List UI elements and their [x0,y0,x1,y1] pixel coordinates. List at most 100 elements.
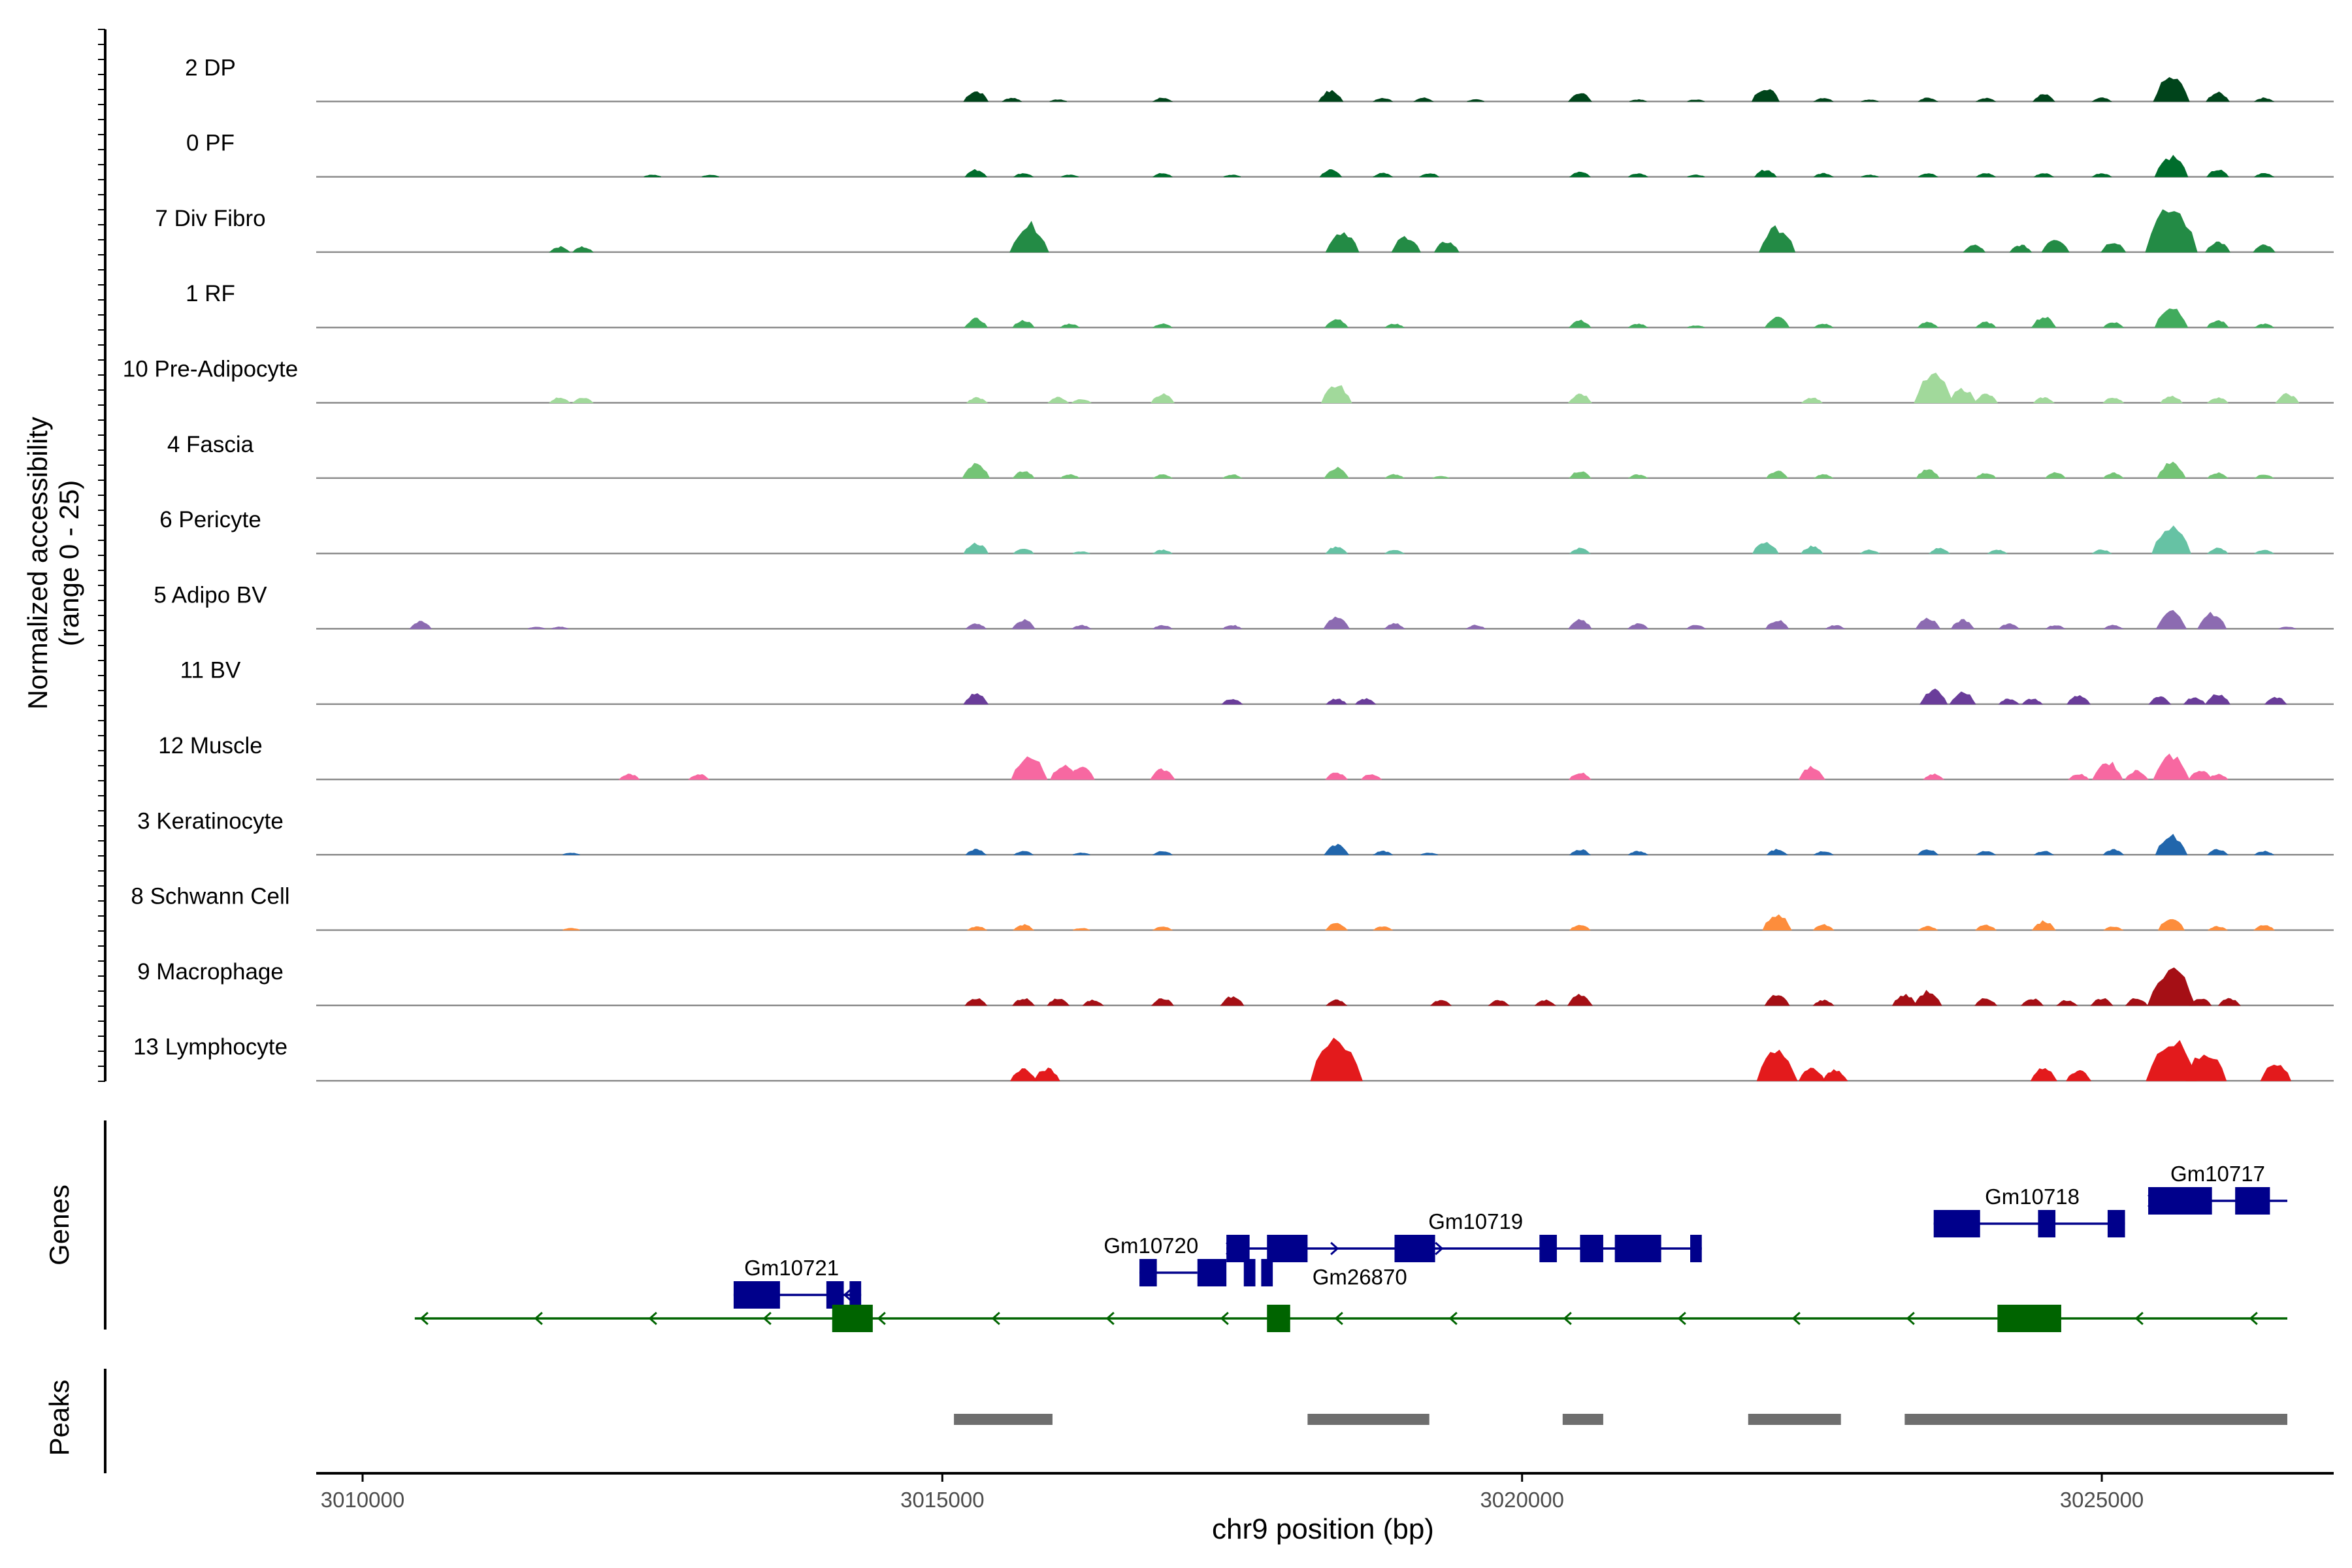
coverage-peak [1373,926,1394,931]
coverage-peak [1059,474,1081,479]
track-12-muscle: 12 Muscle [158,733,2334,781]
coverage-peak [409,621,433,629]
coverage-peak [527,627,546,629]
coverage-peak [2044,472,2066,479]
track-11-bv: 11 BV [180,658,2334,705]
coverage-peak [1813,172,1835,178]
coverage-peak [1751,89,1780,102]
coverage-peak [2091,97,2112,102]
strand-arrow [991,1311,1000,1326]
strand-arrow [1448,1311,1458,1326]
gene-exon [733,1281,780,1309]
coverage-peak [966,926,988,931]
coverage-peak [1974,998,1998,1006]
coverage-peak [2185,1054,2227,1081]
coverage-peak [1568,319,1592,328]
coverage-peak [1325,546,1348,554]
coverage-peak [1800,545,1823,554]
track-label: 5 Adipo BV [154,582,267,608]
coverage-peak [2204,694,2230,705]
coverage-peak [1762,914,1792,931]
strand-arrow [1334,1311,1343,1326]
coverage-peak [1914,372,1954,403]
coverage-peak [2091,549,2112,554]
coverage-peak [1318,90,1344,102]
coverage-peak [1384,549,1405,554]
coverage-peak [1627,173,1649,178]
coverage-peak [2153,77,2190,102]
gene-exon [1539,1235,1557,1262]
coverage-peak [2156,461,2187,479]
coverage-peak [964,998,988,1006]
coverage-peak [1569,171,1591,178]
coverage-peak [2207,472,2229,479]
coverage-peak [1627,474,1649,479]
x-tick-label: 3010000 [321,1488,404,1512]
coverage-peak [1047,998,1070,1006]
coverage-peak [1433,242,1460,253]
track-label: 7 Div Fibro [155,206,265,231]
coverage-peak [2032,94,2055,102]
coverage-peak [2154,154,2189,178]
coverage-peak [1824,625,1846,629]
coverage-peak [644,174,661,178]
coverage-peak [1221,698,1243,705]
strand-arrow [1435,1241,1444,1256]
coverage-peak [1534,999,1556,1006]
coverage-peak [2102,322,2125,328]
coverage-peak [1467,99,1484,102]
coverage-peak [1765,620,1789,629]
coverage-peak [1916,469,1940,479]
coverage-peak [2056,1000,2078,1006]
coverage-peak [2148,696,2172,705]
coverage-peak [1567,393,1592,403]
coverage-peak [572,398,594,403]
strand-arrow [1677,1311,1686,1326]
coverage-peak [1914,990,1942,1006]
strand-arrow [1220,1311,1229,1326]
coverage-peak [1627,851,1648,855]
peaks-panel-label: Peaks [44,1380,74,1456]
gene-exon [1933,1210,1980,1237]
peak-bar [1904,1414,2288,1425]
track-label: 13 Lymphocyte [133,1034,287,1060]
coverage-peak [1798,1068,1825,1081]
gene-exon [1226,1235,1250,1262]
coverage-peak [2145,209,2198,253]
coverage-peak [1383,623,1406,629]
coverage-peak [1360,774,1382,780]
y-axis [98,29,106,1473]
x-tick-label: 3020000 [1480,1488,1563,1512]
gene-exon [1690,1235,1702,1262]
gene-gm10717: Gm10717 [2148,1162,2288,1215]
track-label: 1 RF [186,281,235,306]
coverage-peak [1687,325,1705,328]
gene-label: Gm10718 [1985,1184,2080,1209]
coverage-peak [1324,843,1350,855]
coverage-peak [2103,926,2124,931]
coverage-peak [2253,244,2276,253]
coverage-peak [1569,924,1591,931]
coverage-peak [1059,323,1081,328]
coverage-peak [1049,99,1068,102]
coverage-peak [2253,173,2275,178]
coverage-peak [1420,853,1438,855]
track-9-macrophage: 9 Macrophage [137,959,2334,1007]
coverage-peak [688,774,710,780]
coverage-peak [1073,551,1090,554]
coverage-peak [1764,316,1790,328]
coverage-peak [2260,1064,2292,1081]
peak-bar [1307,1414,1429,1425]
gene-label: Gm10721 [744,1256,839,1280]
coverage-peak [1013,173,1034,178]
coverage-tracks: 2 DP 0 PF 7 Div Fibro 1 RF 10 Pre-Adipocyte 4… [123,55,2334,1082]
coverage-peak [1418,173,1440,178]
coverage-peak [1488,1000,1510,1006]
strand-arrow [843,1288,852,1302]
peaks-panel [954,1414,2288,1425]
coverage-peak [1384,474,1405,479]
peak-bar [1748,1414,1841,1425]
genes-panel: Gm10721 Gm10720 Gm10719 Gm26870 Gm10718 Gm107… [414,1162,2288,1332]
genes-panel-label: Genes [44,1184,74,1266]
coverage-peak [1152,851,1173,855]
